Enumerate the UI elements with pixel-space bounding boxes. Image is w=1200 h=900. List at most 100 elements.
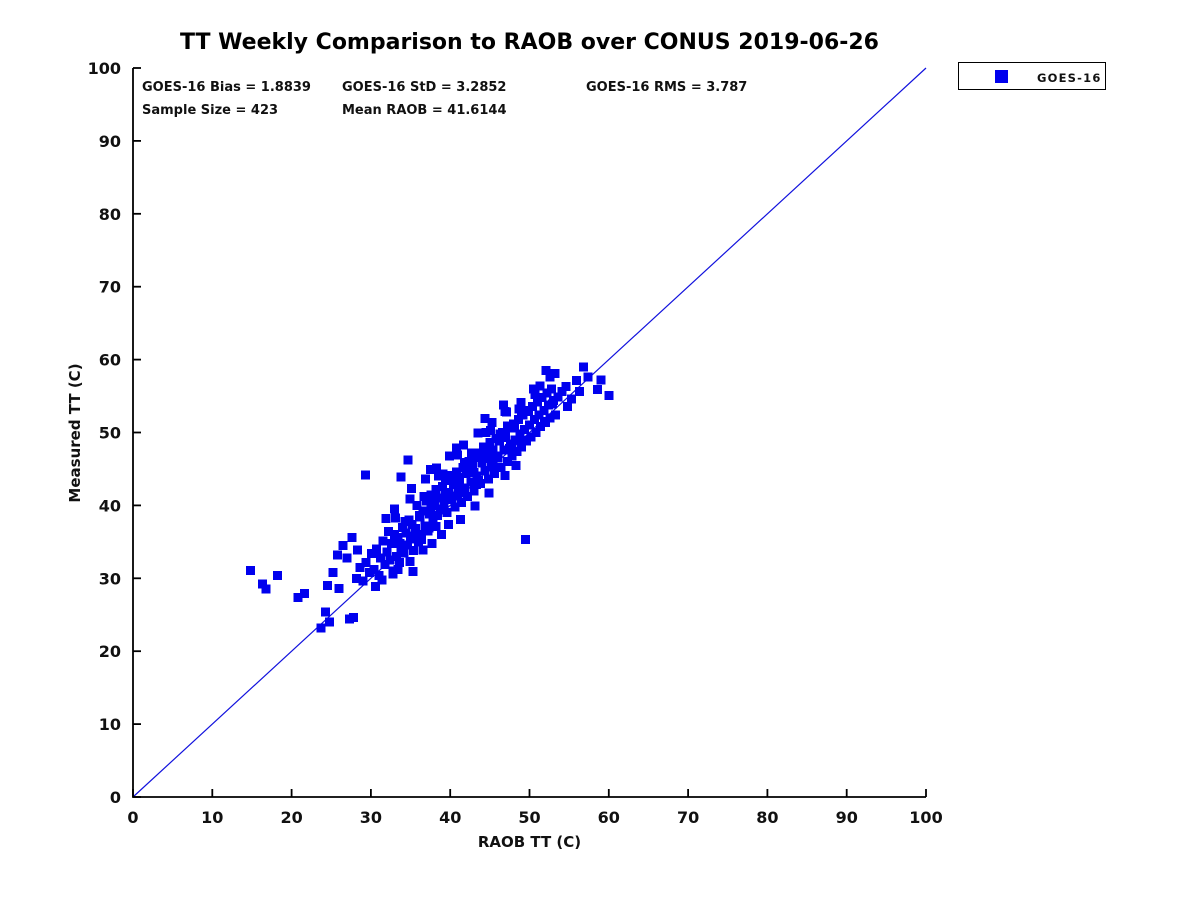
scatter-point xyxy=(257,579,267,589)
scatter-point xyxy=(393,565,403,575)
scatter-point xyxy=(450,502,460,512)
scatter-point xyxy=(479,446,489,456)
scatter-point xyxy=(593,384,603,394)
scatter-point xyxy=(425,509,435,519)
scatter-point xyxy=(261,584,271,594)
scatter-point xyxy=(333,550,343,560)
scatter-point xyxy=(358,576,368,586)
scatter-point xyxy=(426,503,436,513)
scatter-point xyxy=(510,435,520,445)
y-tick-label: 60 xyxy=(99,351,121,370)
scatter-point xyxy=(507,451,517,461)
scatter-point xyxy=(557,387,567,397)
scatter-point xyxy=(548,395,558,405)
scatter-point xyxy=(424,523,434,533)
scatter-point xyxy=(547,384,557,394)
scatter-point xyxy=(436,504,446,514)
scatter-point xyxy=(457,487,467,497)
scatter-point xyxy=(431,522,441,532)
scatter-point xyxy=(391,551,401,561)
x-tick-label: 0 xyxy=(127,808,138,827)
scatter-point xyxy=(521,535,531,545)
scatter-point xyxy=(338,540,348,550)
scatter-point xyxy=(490,468,500,478)
y-tick-label: 20 xyxy=(99,642,121,661)
scatter-point xyxy=(537,393,547,403)
scatter-point xyxy=(502,407,512,417)
scatter-point xyxy=(488,445,498,455)
scatter-point xyxy=(530,390,540,400)
scatter-point xyxy=(443,495,453,505)
scatter-point xyxy=(524,406,534,416)
scatter-point xyxy=(245,565,255,575)
scatter-point xyxy=(455,481,465,491)
scatter-point xyxy=(531,428,541,437)
x-tick-label: 40 xyxy=(439,808,461,827)
scatter-point xyxy=(390,504,400,514)
scatter-point xyxy=(405,494,415,504)
scatter-point xyxy=(480,414,490,424)
scatter-point xyxy=(352,545,362,555)
y-tick-label: 10 xyxy=(99,715,121,734)
scatter-point xyxy=(440,489,450,499)
legend: GOES-16 xyxy=(958,62,1106,90)
scatter-point xyxy=(498,433,508,443)
y-tick-label: 100 xyxy=(88,59,121,78)
scatter-point xyxy=(445,471,455,481)
scatter-point xyxy=(483,446,493,456)
scatter-point xyxy=(427,538,437,548)
scatter-point xyxy=(474,475,484,485)
scatter-point xyxy=(382,547,392,557)
scatter-point xyxy=(452,450,462,460)
scatter-point xyxy=(483,474,493,484)
scatter-point xyxy=(511,460,521,470)
scatter-point xyxy=(395,538,405,548)
scatter-point xyxy=(325,617,335,627)
scatter-point xyxy=(517,442,527,452)
scatter-point xyxy=(414,511,424,521)
y-axis-label: Measured TT (C) xyxy=(66,363,84,503)
scatter-point xyxy=(448,479,458,489)
scatter-point xyxy=(578,362,588,372)
scatter-point xyxy=(367,549,377,559)
scatter-point xyxy=(567,394,577,404)
scatter-point xyxy=(470,501,480,511)
scatter-point xyxy=(432,463,442,473)
scatter-point xyxy=(437,481,447,491)
scatter-point xyxy=(361,557,371,567)
scatter-point xyxy=(496,462,506,472)
x-tick-label: 30 xyxy=(360,808,382,827)
scatter-point xyxy=(450,491,460,501)
stat-sample-size: Sample Size = 423 xyxy=(142,103,279,118)
y-tick-label: 50 xyxy=(99,424,121,443)
scatter-point xyxy=(419,492,429,502)
scatter-point xyxy=(574,387,584,397)
scatter-point xyxy=(452,443,462,453)
scatter-point xyxy=(498,400,508,410)
scatter-point xyxy=(528,384,538,394)
scatter-point xyxy=(409,546,419,556)
scatter-point xyxy=(322,581,332,591)
scatter-point xyxy=(440,476,450,486)
scatter-point xyxy=(328,567,338,577)
scatter-point xyxy=(534,410,544,420)
scatter-point xyxy=(519,436,529,446)
scatter-point xyxy=(482,454,492,464)
scatter-point xyxy=(455,473,465,483)
stat-rms: GOES-16 RMS = 3.787 xyxy=(586,80,748,95)
x-tick-label: 90 xyxy=(836,808,858,827)
scatter-point xyxy=(520,425,530,435)
x-tick-label: 20 xyxy=(280,808,302,827)
stat-bias: GOES-16 Bias = 1.8839 xyxy=(142,80,311,95)
scatter-point xyxy=(401,528,411,538)
scatter-point xyxy=(502,457,512,467)
scatter-point xyxy=(469,468,479,478)
scatter-point xyxy=(596,375,606,385)
legend-marker-icon xyxy=(995,70,1008,83)
scatter-point xyxy=(371,581,381,591)
scatter-point xyxy=(487,417,497,427)
scatter-point xyxy=(272,570,282,580)
scatter-point xyxy=(429,494,439,504)
scatter-point xyxy=(347,532,357,542)
y-tick-label: 80 xyxy=(99,205,121,224)
